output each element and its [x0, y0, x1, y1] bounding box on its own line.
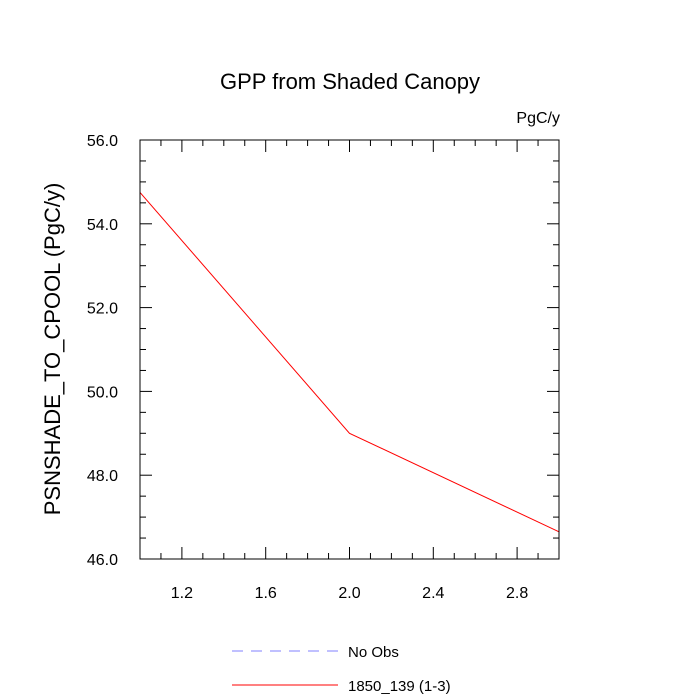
legend-label: 1850_139 (1-3): [348, 678, 451, 695]
y-tick-label: 46.0: [87, 552, 118, 569]
x-tick-label: 2.8: [506, 585, 528, 602]
y-tick-label: 52.0: [87, 301, 118, 318]
x-tick-label: 2.4: [422, 585, 444, 602]
series-line-0: [139, 192, 560, 533]
plot-lines: [139, 192, 560, 533]
units-label: PgC/y: [516, 110, 560, 127]
y-tick-label: 56.0: [87, 133, 118, 150]
y-axis-label: PSNSHADE_TO_CPOOL (PgC/y): [40, 183, 65, 516]
x-tick-label: 2.0: [338, 585, 360, 602]
y-tick-label: 48.0: [87, 468, 118, 485]
x-tick-label: 1.2: [171, 585, 193, 602]
plot-frame: [139, 139, 560, 560]
y-tick-label: 50.0: [87, 384, 118, 401]
legend: No Obs 1850_139 (1-3): [232, 644, 451, 695]
y-tick-label: 54.0: [87, 217, 118, 234]
axis-ticks: 1.2 1.6 2.0 2.4 2.8 46.0 48.0 50.0 52.0 54.0 56.0: [87, 133, 560, 602]
chart-title: GPP from Shaded Canopy: [220, 69, 480, 94]
legend-label: No Obs: [348, 644, 399, 661]
x-tick-label: 1.6: [255, 585, 277, 602]
